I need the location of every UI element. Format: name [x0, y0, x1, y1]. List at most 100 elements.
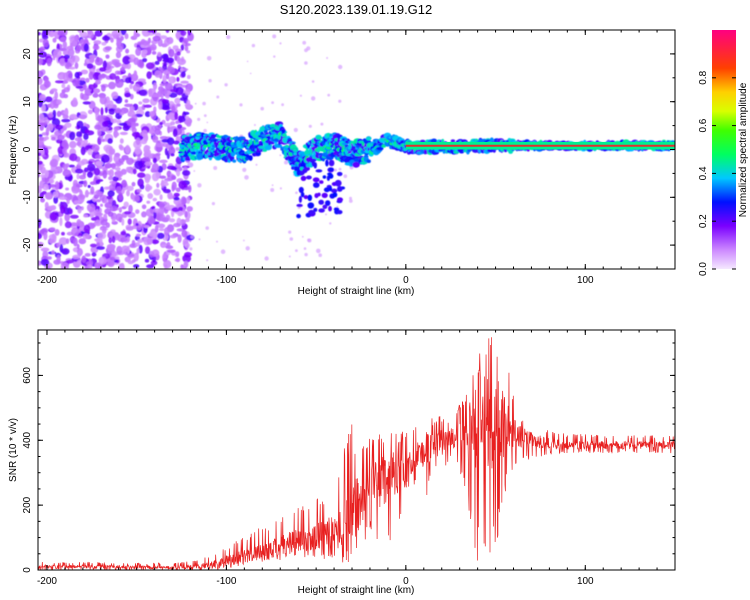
heatmap-cell — [196, 153, 205, 160]
heatmap-cell — [264, 256, 269, 261]
heatmap-cell — [128, 204, 133, 213]
heatmap-cell — [87, 109, 93, 115]
heatmap-cell — [325, 213, 327, 216]
heatmap-cell — [138, 89, 148, 96]
heatmap-cell — [165, 214, 171, 221]
heatmap-cell — [328, 205, 332, 212]
heatmap-cell — [295, 249, 298, 253]
heatmap-cell — [175, 187, 181, 193]
heatmap-cell — [136, 188, 142, 193]
heatmap-cell — [124, 92, 131, 98]
heatmap-cell — [135, 209, 140, 215]
heatmap-cell — [81, 255, 87, 263]
heatmap-cell — [38, 31, 41, 36]
y-tick-label: -10 — [22, 190, 33, 205]
heatmap-cell — [180, 71, 186, 78]
y-tick-label: 0 — [22, 146, 33, 152]
heatmap-cell — [281, 103, 284, 107]
heatmap-cell — [133, 252, 139, 262]
heatmap-cell — [127, 218, 132, 225]
heatmap-cell — [189, 247, 193, 251]
heatmap-cell — [300, 191, 305, 198]
colorbar: 0.0 0.2 0.4 0.6 0.8 Normalized spectral ampl… — [698, 30, 749, 276]
heatmap-cell — [91, 252, 97, 257]
heatmap-cell — [54, 229, 60, 236]
heatmap-cell — [206, 56, 212, 61]
heatmap-cell — [83, 43, 89, 52]
heatmap-cell — [163, 38, 171, 46]
heatmap-cell — [260, 148, 264, 152]
heatmap-cells — [38, 30, 675, 269]
heatmap-cell — [174, 97, 181, 105]
snr-y-ticks: 0 200 400 600 — [22, 342, 675, 573]
heatmap-cell — [83, 180, 88, 188]
heatmap-cell — [123, 201, 129, 208]
heatmap-cell — [160, 182, 169, 187]
heatmap-cell — [137, 41, 145, 45]
heatmap-cell — [118, 192, 123, 201]
heatmap-cell — [164, 147, 168, 156]
heatmap-cell — [186, 99, 191, 107]
heatmap-cell — [148, 231, 158, 237]
heatmap-cell — [120, 30, 127, 36]
figure-title: S120.2023.139.01.19.G12 — [280, 2, 433, 17]
snr-series-line — [38, 337, 675, 570]
heatmap-cell — [62, 49, 70, 56]
heatmap-cell — [162, 253, 167, 262]
heatmap-cell — [82, 233, 90, 240]
heatmap-cell — [288, 255, 291, 258]
heatmap-cell — [318, 199, 325, 205]
heatmap-cell — [137, 178, 144, 187]
heatmap-cell — [57, 31, 66, 36]
heatmap-cell — [108, 100, 114, 108]
heatmap-cell — [77, 206, 82, 214]
heatmap-cell — [172, 128, 178, 137]
heatmap-cell — [99, 67, 107, 72]
heatmap-cell — [458, 148, 465, 154]
heatmap-cell — [119, 131, 128, 136]
heatmap-cell — [58, 237, 68, 246]
heatmap-cell — [296, 169, 301, 176]
heatmap-cell — [170, 89, 177, 93]
heatmap-cell — [182, 37, 189, 44]
heatmap-cell — [126, 253, 135, 258]
heatmap-cell — [333, 207, 340, 211]
heatmap-cell — [100, 73, 106, 79]
heatmap-cell — [113, 126, 120, 131]
heatmap-cell — [95, 160, 104, 167]
heatmap-cell — [159, 136, 168, 140]
heatmap-cell — [116, 40, 121, 48]
heatmap-cell — [38, 232, 42, 240]
heatmap-cell — [125, 166, 131, 173]
heatmap-cell — [108, 61, 113, 66]
heatmap-cell — [188, 184, 192, 193]
heatmap-cell — [96, 199, 101, 203]
heatmap-cell — [194, 102, 197, 105]
heatmap-cell — [144, 161, 153, 166]
heatmap-cell — [40, 258, 50, 266]
heatmap-cell — [180, 196, 187, 206]
heatmap-cell — [107, 211, 114, 217]
heatmap-cell — [137, 172, 146, 178]
heatmap-cell — [165, 57, 175, 64]
heatmap-cell — [89, 214, 94, 218]
heatmap-cell — [74, 168, 84, 174]
snr-x-ticks: -200 -100 0 100 — [37, 330, 676, 587]
heatmap-cell — [95, 179, 101, 185]
heatmap-cell — [120, 231, 127, 236]
heatmap-cell — [71, 227, 79, 237]
heatmap-cell — [130, 80, 134, 85]
heatmap-cell — [72, 97, 78, 107]
heatmap-cell — [321, 192, 328, 198]
heatmap-cell — [124, 33, 129, 40]
heatmap-cell — [171, 105, 176, 112]
heatmap-cell — [107, 190, 115, 197]
heatmap-cell — [146, 200, 151, 204]
heatmap-cell — [182, 170, 191, 176]
heatmap-cell — [94, 124, 102, 130]
heatmap-cell — [50, 158, 59, 168]
heatmap-cell — [74, 62, 79, 69]
heatmap-cell — [313, 162, 317, 169]
heatmap-cell — [100, 107, 104, 116]
